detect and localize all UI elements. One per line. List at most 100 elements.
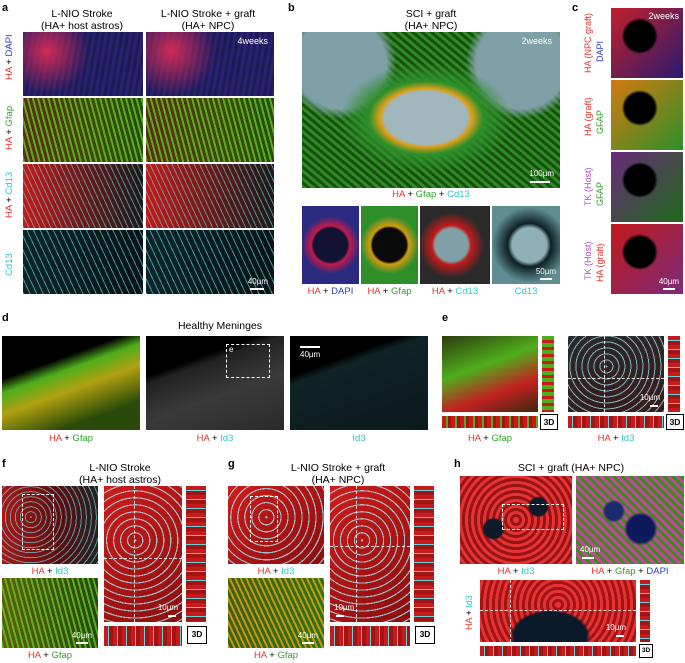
panel-d-image-1	[2, 336, 140, 430]
panel-e-crosshair-v	[604, 336, 605, 412]
panel-d-title: Healthy Meninges	[177, 320, 263, 332]
panel-d-box-label: e	[229, 345, 234, 354]
panel-h-zoom-image: 10µm	[480, 580, 636, 642]
panel-c-row4-label-a: TK (Host)	[583, 241, 593, 280]
panel-a-row3-label: HA + Cd13	[4, 171, 15, 218]
panel-label-a: a	[2, 2, 9, 14]
panel-e-scale-text: 10µm	[639, 393, 660, 402]
panel-c-row4-label-b: HA (graft)	[595, 243, 605, 282]
panel-b-main-caption: HA + Gfap + Cd13	[392, 189, 470, 200]
panel-h-caption-right: HA + Gfap + DAPI	[591, 566, 669, 577]
panel-label-d: d	[2, 312, 9, 324]
panel-e-orthogonal-xz-2	[568, 416, 664, 428]
panel-g-small-scale-bar	[302, 642, 314, 644]
panel-h-3d-badge: 3D	[639, 644, 653, 658]
panel-e-orthogonal-xz-1	[442, 416, 538, 428]
panel-b-main-scale-text: 100µm	[529, 169, 554, 178]
panel-b-timepoint: 2weeks	[521, 36, 552, 46]
panel-g-orthogonal-xz	[330, 626, 410, 646]
panel-f-title: L-NIO Stroke (HA+ host astros)	[79, 462, 161, 486]
panel-label-f: f	[2, 458, 6, 470]
panel-e-3d-badge-2: 3D	[666, 414, 684, 430]
panel-a-row1-label: HA + DAPI	[4, 34, 15, 80]
panel-b-small-caption-1: HA + DAPI	[307, 286, 354, 297]
panel-d-scale-text: 40µm	[300, 350, 321, 359]
panel-a-row4-label: Cd13	[4, 253, 15, 276]
panel-g-image-id3	[228, 486, 324, 564]
panel-h-zoom-scale-text: 10µm	[605, 623, 626, 632]
panel-b-small-image-1	[302, 206, 359, 284]
panel-g-small-scale-text: 40µm	[297, 631, 318, 640]
panel-e-crosshair-h	[568, 378, 664, 379]
panel-c-row2-label-b: GFAP	[595, 109, 605, 134]
panel-f-caption-bottom: HA + Gfap	[27, 650, 73, 661]
panel-h-image-id3	[460, 476, 572, 564]
panel-b-main-scale-bar	[530, 181, 550, 183]
panel-a-image-r2c1	[23, 98, 143, 162]
panel-f-zoom-box	[22, 494, 54, 550]
panel-e-3d-badge-1: 3D	[540, 414, 558, 430]
panel-label-c: c	[572, 2, 579, 14]
panel-d-caption-1: HA + Gfap	[48, 433, 94, 444]
panel-f-zoom-image: 10µm	[104, 486, 182, 622]
panel-g-3d-badge: 3D	[415, 626, 435, 644]
panel-h-small-scale-text: 40µm	[580, 545, 601, 554]
panel-a-timepoint: 4weeks	[237, 36, 268, 46]
panel-f-zoom-scale-bar	[168, 615, 176, 617]
panel-c-row1-label-a: HA (NPC graft)	[583, 12, 593, 73]
panel-f-crosshair-v	[134, 486, 135, 622]
panel-f-zoom-scale-text: 10µm	[157, 603, 178, 612]
panel-label-b: b	[288, 2, 295, 14]
panel-e-orthogonal-yz-2	[668, 336, 680, 412]
panel-b-small-image-3	[420, 206, 490, 284]
panel-b-small-caption-3: HA + Cd13	[431, 286, 479, 297]
panel-h-orthogonal-xz	[480, 646, 636, 656]
panel-c-image-1: 2weeks	[611, 8, 683, 78]
panel-h-zoom-label: HA + Id3	[464, 595, 474, 630]
panel-g-orthogonal-yz	[414, 486, 434, 622]
panel-h-crosshair-v	[510, 580, 511, 642]
panel-d-image-3: 40µm	[290, 336, 428, 430]
panel-c-row1-label-b: DAPI	[595, 40, 605, 62]
panel-g-crosshair-v	[356, 486, 357, 622]
panel-c-image-4: 40µm	[611, 224, 683, 294]
panel-e-orthogonal-yz-1	[542, 336, 554, 412]
panel-d-image-2: e	[146, 336, 284, 430]
panel-c-scale-bar	[663, 288, 675, 290]
panel-b-small-caption-2: HA + Gfap	[367, 286, 412, 297]
panel-b-small-image-4: 50µm	[492, 206, 560, 284]
panel-g-zoom-box	[250, 496, 278, 542]
panel-c-timepoint: 2weeks	[648, 11, 679, 21]
panel-e-caption-2: HA + Id3	[597, 433, 635, 444]
panel-h-zoom-box	[502, 504, 564, 530]
panel-a-image-r1c1	[23, 32, 143, 96]
panel-c-image-2	[611, 80, 683, 150]
panel-a-image-r4c2: 40µm	[146, 230, 274, 294]
panel-g-title: L-NIO Stroke + graft (HA+ NPC)	[290, 462, 386, 486]
panel-c-scale-text: 40µm	[658, 277, 679, 286]
panel-g-caption-top: HA + Id3	[257, 566, 295, 577]
panel-a-scale-text: 40µm	[247, 277, 268, 286]
panel-e-image-1	[442, 336, 538, 412]
panel-b-small-caption-4: Cd13	[514, 286, 538, 297]
panel-b-title: SCI + graft (HA+ NPC)	[404, 8, 458, 32]
panel-label-e: e	[442, 312, 449, 324]
panel-f-orthogonal-yz	[186, 486, 206, 622]
panel-a-col1-title: L-NIO Stroke (HA+ host astros)	[41, 8, 123, 32]
panel-h-zoom-scale-bar	[616, 635, 624, 637]
panel-a-image-r3c2	[146, 164, 274, 228]
panel-a-row2-label: HA + Gfap	[4, 105, 15, 150]
panel-c-row3-label-b: GFAP	[595, 181, 605, 206]
panel-label-g: g	[228, 458, 235, 470]
panel-g-zoom-scale-bar	[336, 615, 344, 617]
panel-f-crosshair-h	[104, 558, 182, 559]
panel-f-image-gfap: 40µm	[2, 578, 98, 648]
panel-label-h: h	[454, 458, 461, 470]
panel-h-crosshair-h	[480, 610, 636, 611]
panel-a-image-r4c1	[23, 230, 143, 294]
panel-b-small-scale-text: 50µm	[535, 267, 556, 276]
panel-e-image-2: 10µm	[568, 336, 664, 412]
panel-a-col2-title: L-NIO Stroke + graft (HA+ NPC)	[160, 8, 256, 32]
panel-a-scale-bar	[250, 288, 264, 290]
panel-b-main-image: 2weeks 100µm	[302, 32, 560, 188]
